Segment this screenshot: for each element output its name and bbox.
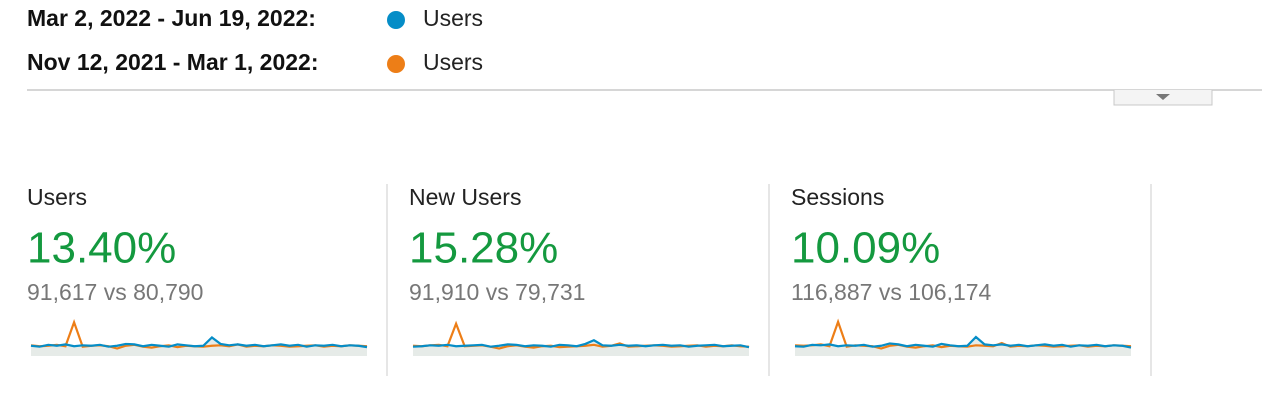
metric-comparison: 91,617 vs 80,790 (27, 279, 203, 305)
metric-title[interactable]: Users (27, 184, 87, 210)
metric-title[interactable]: New Users (409, 184, 521, 210)
expand-arrow (1156, 94, 1170, 100)
sparkline-area (413, 340, 749, 356)
metric-change: 15.28% (409, 224, 558, 273)
metric-change: 13.40% (27, 224, 176, 273)
metric-comparison: 116,887 vs 106,174 (791, 279, 992, 305)
metric-change: 10.09% (791, 224, 940, 273)
sparkline-line (794, 335, 1132, 349)
legend-range: Mar 2, 2022 - Jun 19, 2022: (27, 5, 316, 31)
sparkline-line (412, 339, 750, 349)
legend-metric: Users (423, 49, 483, 75)
legend-dot (387, 55, 405, 73)
sparkline-line (30, 336, 368, 349)
metric-title[interactable]: Sessions (791, 184, 884, 210)
legend-range: Nov 12, 2021 - Mar 1, 2022: (27, 49, 319, 75)
legend-dot (387, 11, 405, 29)
legend-metric: Users (423, 5, 483, 31)
metric-comparison: 91,910 vs 79,731 (409, 279, 585, 305)
